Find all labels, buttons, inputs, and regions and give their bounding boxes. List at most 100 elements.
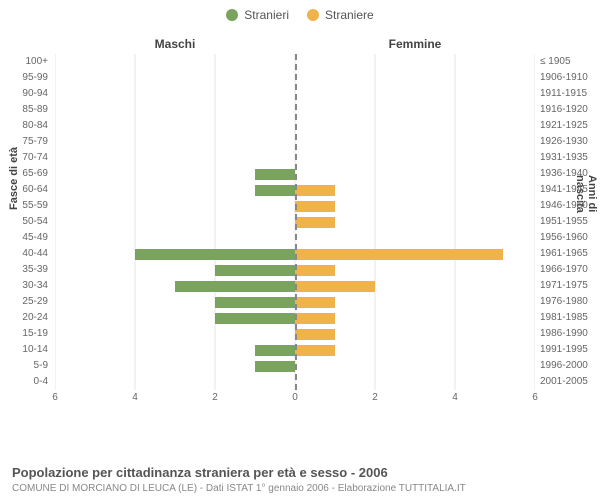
birth-label: 1916-1920 — [540, 105, 600, 115]
female-row — [295, 102, 535, 118]
female-row — [295, 326, 535, 342]
birth-label: ≤ 1905 — [540, 57, 600, 67]
captions: Popolazione per cittadinanza straniera p… — [12, 465, 588, 494]
age-label: 100+ — [0, 57, 48, 67]
age-label: 60-64 — [0, 185, 48, 195]
legend-item-female: Straniere — [307, 8, 374, 22]
female-row — [295, 198, 535, 214]
male-half — [55, 54, 295, 390]
x-axis-labels: 6420246 — [55, 392, 535, 406]
male-row — [55, 118, 295, 134]
male-row — [55, 294, 295, 310]
birth-label: 1931-1935 — [540, 153, 600, 163]
male-row — [55, 262, 295, 278]
age-label: 5-9 — [0, 361, 48, 371]
age-label: 30-34 — [0, 281, 48, 291]
female-row — [295, 166, 535, 182]
legend-label-female: Straniere — [325, 8, 374, 22]
age-label: 35-39 — [0, 265, 48, 275]
center-divider — [295, 54, 297, 390]
legend-label-male: Stranieri — [244, 8, 289, 22]
male-row — [55, 310, 295, 326]
male-row — [55, 374, 295, 390]
female-row — [295, 246, 535, 262]
age-label: 85-89 — [0, 105, 48, 115]
birth-label: 1926-1930 — [540, 137, 600, 147]
male-row — [55, 358, 295, 374]
age-label: 20-24 — [0, 313, 48, 323]
male-bar — [135, 249, 295, 260]
female-row — [295, 134, 535, 150]
male-row — [55, 278, 295, 294]
x-tick-label: 6 — [532, 392, 538, 403]
female-row — [295, 54, 535, 70]
age-label: 70-74 — [0, 153, 48, 163]
age-label: 90-94 — [0, 89, 48, 99]
birth-label: 1921-1925 — [540, 121, 600, 131]
birth-label: 1941-1945 — [540, 185, 600, 195]
age-label: 75-79 — [0, 137, 48, 147]
age-label: 95-99 — [0, 73, 48, 83]
male-row — [55, 86, 295, 102]
female-row — [295, 86, 535, 102]
female-row — [295, 150, 535, 166]
x-tick-label: 0 — [292, 392, 298, 403]
male-bar — [215, 297, 295, 308]
female-row — [295, 294, 535, 310]
female-bar — [295, 201, 335, 212]
age-label: 25-29 — [0, 297, 48, 307]
age-label: 40-44 — [0, 249, 48, 259]
caption-main: Popolazione per cittadinanza straniera p… — [12, 465, 588, 480]
birth-label: 2001-2005 — [540, 377, 600, 387]
column-label-female: Femmine — [295, 37, 535, 51]
female-bar — [295, 313, 335, 324]
female-bar — [295, 281, 375, 292]
female-row — [295, 278, 535, 294]
chart-area: Maschi Femmine 6420246 — [55, 40, 535, 420]
male-row — [55, 230, 295, 246]
birth-label: 1996-2000 — [540, 361, 600, 371]
male-bar — [255, 345, 295, 356]
birth-label: 1946-1950 — [540, 201, 600, 211]
female-row — [295, 70, 535, 86]
legend: Stranieri Straniere — [0, 0, 600, 26]
female-row — [295, 182, 535, 198]
female-row — [295, 118, 535, 134]
male-bar — [255, 361, 295, 372]
birth-label: 1966-1970 — [540, 265, 600, 275]
female-row — [295, 230, 535, 246]
birth-label: 1911-1915 — [540, 89, 600, 99]
x-tick-label: 6 — [52, 392, 58, 403]
birth-label: 1906-1910 — [540, 73, 600, 83]
male-row — [55, 326, 295, 342]
birth-label: 1956-1960 — [540, 233, 600, 243]
female-bar — [295, 185, 335, 196]
birth-label: 1986-1990 — [540, 329, 600, 339]
male-row — [55, 166, 295, 182]
male-swatch — [226, 9, 238, 21]
female-row — [295, 262, 535, 278]
birth-label: 1936-1940 — [540, 169, 600, 179]
birth-label: 1971-1975 — [540, 281, 600, 291]
age-label: 50-54 — [0, 217, 48, 227]
birth-label: 1961-1965 — [540, 249, 600, 259]
female-row — [295, 374, 535, 390]
female-bar — [295, 217, 335, 228]
male-bar — [175, 281, 295, 292]
female-bar — [295, 249, 503, 260]
male-row — [55, 54, 295, 70]
male-row — [55, 150, 295, 166]
male-row — [55, 134, 295, 150]
age-label: 10-14 — [0, 345, 48, 355]
x-tick-label: 2 — [212, 392, 218, 403]
x-tick-label: 2 — [372, 392, 378, 403]
male-row — [55, 246, 295, 262]
age-label: 15-19 — [0, 329, 48, 339]
y-left-labels: 100+95-9990-9485-8980-8475-7970-7465-696… — [0, 54, 52, 390]
female-half — [295, 54, 535, 390]
male-row — [55, 214, 295, 230]
plot — [55, 54, 535, 390]
legend-item-male: Stranieri — [226, 8, 289, 22]
age-label: 80-84 — [0, 121, 48, 131]
male-bar — [255, 169, 295, 180]
